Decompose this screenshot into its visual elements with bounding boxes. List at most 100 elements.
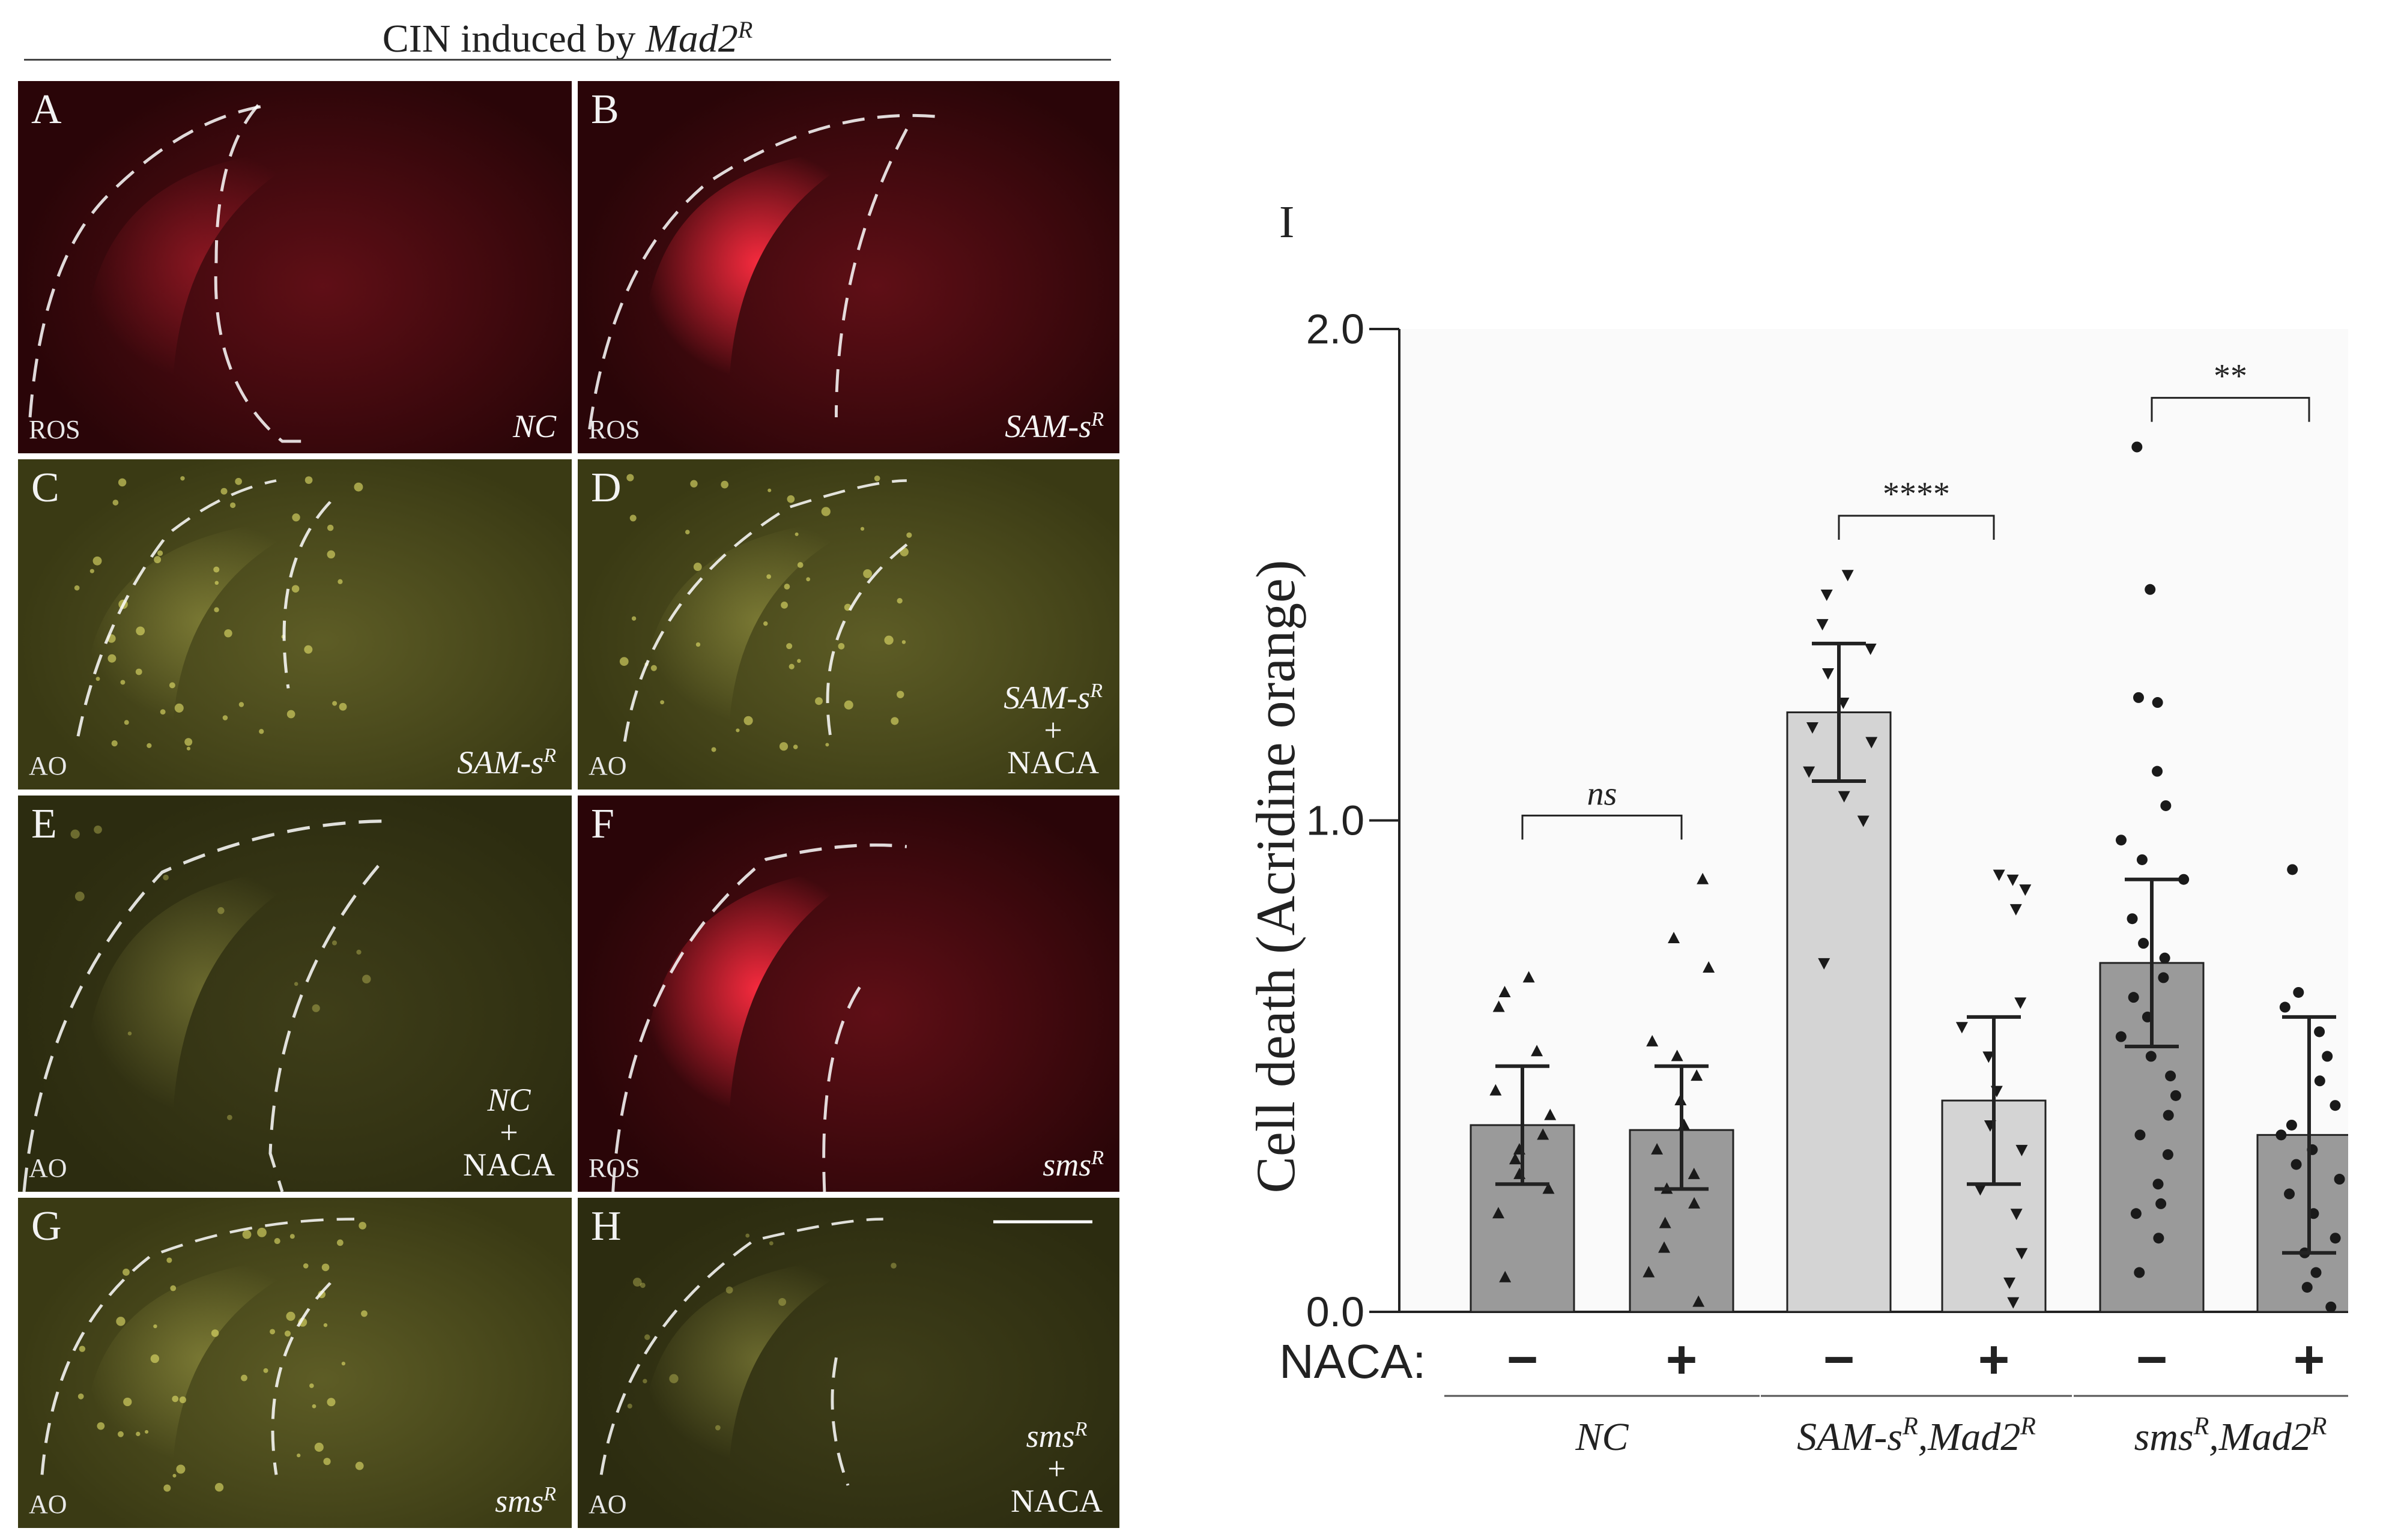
genotype-treatment-label: smsR + NACA	[1011, 1418, 1103, 1520]
header-gene-sup: R	[737, 16, 753, 43]
stain-label: AO	[29, 1153, 67, 1183]
micrograph-h	[578, 1198, 1119, 1528]
data-point	[2019, 884, 2032, 896]
data-point	[2314, 1075, 2325, 1087]
significance-label: ns	[1587, 775, 1617, 812]
data-point	[2152, 697, 2163, 708]
data-point	[2287, 864, 2298, 875]
naca-symbol: −	[2136, 1330, 2168, 1390]
chart-bars	[1470, 711, 2348, 1313]
data-point	[1531, 1045, 1543, 1057]
chart-panel-label: I	[1279, 197, 1294, 247]
y-tick-label: 2.0	[1306, 306, 1364, 352]
group-label: smsR,Mad2R	[2134, 1413, 2327, 1459]
genotype-label: NC	[487, 1082, 531, 1118]
data-point	[1974, 1184, 1987, 1196]
data-point	[2145, 584, 2156, 595]
micrograph-g	[18, 1198, 572, 1528]
naca-symbol: +	[1666, 1330, 1698, 1390]
micrograph-b	[578, 81, 1119, 453]
data-point	[2010, 1209, 2023, 1221]
image-panel-d: D AO SAM-sR + NACA	[578, 459, 1119, 790]
group-label: NC	[1575, 1415, 1629, 1459]
micrograph-e	[18, 796, 572, 1192]
data-point	[2279, 1001, 2290, 1013]
data-point	[1489, 1084, 1502, 1096]
genotype-treatment-label: SAM-sR + NACA	[1004, 679, 1103, 781]
data-point	[1838, 791, 1850, 803]
genotype-label: smsR	[1026, 1418, 1088, 1454]
chart-naca-row: NACA: − + − + − +	[1279, 1330, 2325, 1390]
bar	[1786, 711, 1892, 1313]
significance-bracket	[1838, 515, 1995, 540]
stain-label: ROS	[589, 415, 640, 444]
data-point	[1993, 869, 2005, 881]
chart-error-bars	[1495, 641, 2336, 1255]
data-point	[2158, 972, 2169, 983]
data-point	[2127, 913, 2138, 925]
image-panel-c: C AO SAM-sR	[18, 459, 572, 790]
micrograph-c	[18, 459, 572, 790]
genotype-label: SAM-sR	[1004, 680, 1103, 716]
group-label: SAM-sR,Mad2R	[1797, 1413, 2036, 1459]
naca-row-label: NACA:	[1279, 1335, 1426, 1388]
plus-sign: +	[1047, 1451, 1066, 1487]
data-point	[2284, 1188, 2295, 1200]
plus-sign: +	[1044, 712, 1062, 748]
data-point	[2334, 1174, 2345, 1185]
data-point	[2178, 874, 2190, 885]
data-point	[1659, 1216, 1671, 1228]
data-point	[2131, 441, 2143, 453]
naca-symbol: +	[2294, 1330, 2325, 1390]
panel-header: CIN induced by Mad2R	[24, 0, 1111, 61]
data-point	[1658, 1241, 1671, 1253]
data-point	[1646, 1034, 1659, 1046]
chart-y-axis-label: Cell death (Acridine orange)	[1245, 560, 1306, 1194]
data-point	[1816, 619, 1829, 631]
data-point	[1651, 1143, 1664, 1155]
data-point	[2115, 1031, 2127, 1042]
genotype-label: SAM-sR	[457, 744, 556, 781]
data-point	[2153, 1233, 2164, 1244]
genotype-label: smsR	[1043, 1147, 1104, 1183]
data-point	[1492, 1000, 1505, 1012]
chart-points	[1489, 441, 2345, 1312]
plus-sign: +	[500, 1114, 518, 1150]
stain-label: AO	[29, 1490, 67, 1519]
data-point	[1820, 589, 1833, 601]
data-point	[1671, 1049, 1683, 1061]
header-gene: Mad2	[645, 17, 738, 61]
naca-symbol: −	[1507, 1330, 1539, 1390]
significance-bracket	[2151, 397, 2310, 422]
data-point	[2015, 1144, 2028, 1156]
data-point	[1492, 1207, 1504, 1219]
data-point	[2128, 992, 2139, 1003]
data-point	[2130, 1208, 2142, 1219]
data-point	[1542, 1182, 1555, 1194]
data-point	[1818, 958, 1830, 970]
treatment-label: NACA	[1010, 1483, 1103, 1519]
data-point	[2290, 1159, 2302, 1170]
data-point	[1821, 668, 1834, 680]
bar-chart: I 0.01.02.0 ns****** NACA: − + − + − + NC SAM-s…	[1245, 197, 2348, 1459]
data-point	[2322, 1051, 2333, 1062]
image-panel-b: B ROS SAM-sR	[578, 81, 1119, 453]
data-point	[2160, 800, 2172, 811]
data-point	[1499, 1270, 1512, 1282]
data-point	[1697, 872, 1709, 884]
data-point	[1498, 985, 1511, 997]
treatment-label: NACA	[1007, 744, 1100, 781]
data-point	[2134, 1267, 2145, 1278]
data-point	[2116, 835, 2127, 846]
data-point	[2009, 904, 2022, 916]
naca-symbol: −	[1823, 1330, 1855, 1390]
data-point	[2145, 1051, 2157, 1062]
micrograph-d	[578, 459, 1119, 790]
chart-significance: ns******	[1521, 358, 2310, 840]
data-point	[2136, 854, 2148, 865]
data-point	[1688, 1167, 1700, 1179]
data-point	[2014, 997, 2027, 1009]
micrograph-f	[578, 796, 1119, 1192]
stain-label: AO	[29, 751, 67, 781]
image-panel-g: G AO smsR	[18, 1198, 572, 1528]
